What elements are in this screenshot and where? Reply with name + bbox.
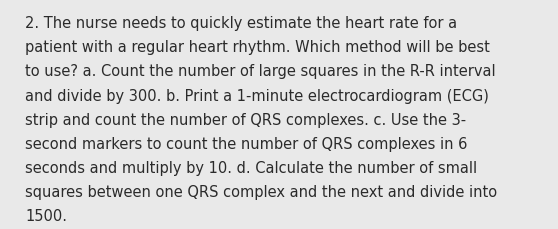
Text: strip and count the number of QRS complexes. c. Use the 3-: strip and count the number of QRS comple… bbox=[25, 112, 466, 127]
Text: to use? a. Count the number of large squares in the R-R interval: to use? a. Count the number of large squ… bbox=[25, 64, 496, 79]
Text: and divide by 300. b. Print a 1-minute electrocardiogram (ECG): and divide by 300. b. Print a 1-minute e… bbox=[25, 88, 489, 103]
Text: seconds and multiply by 10. d. Calculate the number of small: seconds and multiply by 10. d. Calculate… bbox=[25, 160, 477, 175]
Text: patient with a regular heart rhythm. Which method will be best: patient with a regular heart rhythm. Whi… bbox=[25, 40, 490, 55]
Text: 2. The nurse needs to quickly estimate the heart rate for a: 2. The nurse needs to quickly estimate t… bbox=[25, 16, 457, 31]
Text: second markers to count the number of QRS complexes in 6: second markers to count the number of QR… bbox=[25, 136, 468, 151]
Text: squares between one QRS complex and the next and divide into: squares between one QRS complex and the … bbox=[25, 184, 497, 199]
Text: 1500.: 1500. bbox=[25, 208, 67, 223]
